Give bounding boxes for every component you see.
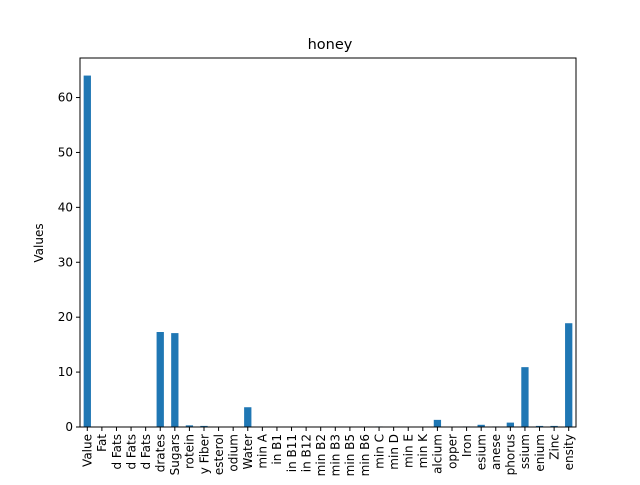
y-tick-label-1: 10 (58, 365, 73, 379)
bar-7 (185, 425, 194, 427)
bar-33 (565, 323, 573, 427)
x-tick-label-8: y Fiber (197, 434, 211, 474)
y-axis: 0 10 20 30 40 50 60 (58, 91, 80, 434)
y-tick-label-3: 30 (58, 255, 73, 269)
x-tick-label-22: min E (402, 434, 416, 468)
x-tick-label-2: d Fats (110, 434, 124, 470)
bar-30 (521, 367, 529, 427)
x-tick-label-6: Sugars (168, 434, 182, 475)
x-tick-label-27: esium (474, 434, 488, 470)
x-tick-label-4: d Fats (139, 434, 153, 470)
x-tick-label-10: odium (226, 434, 240, 472)
y-tick-label-2: 20 (58, 310, 73, 324)
bar-31 (535, 425, 544, 427)
x-tick-label-33: ensity (562, 434, 576, 470)
chart-title: honey (308, 37, 353, 53)
x-tick-label-11: Water (241, 434, 255, 470)
y-tick-label-4: 40 (58, 200, 73, 214)
x-tick-label-25: opper (445, 434, 459, 469)
x-tick-label-15: in B12 (299, 434, 313, 472)
bar-27 (477, 424, 485, 427)
x-tick-label-23: min K (416, 433, 430, 468)
x-tick-label-32: Zinc (547, 434, 561, 460)
x-tick-label-17: min B3 (329, 434, 343, 476)
y-tick-label-6: 60 (58, 91, 73, 105)
x-tick-label-16: min B2 (314, 434, 328, 476)
x-tick-label-18: min B5 (343, 434, 357, 476)
x-axis: Value Fat d Fats d Fats d Fats drates Sugars ro… (81, 427, 576, 476)
y-tick-label-5: 50 (58, 145, 73, 159)
x-tick-label-7: rotein (183, 434, 197, 469)
bar-24 (433, 419, 442, 427)
bar-8 (200, 425, 208, 427)
bar-6 (171, 333, 179, 427)
x-tick-label-12: min A (256, 433, 270, 468)
y-axis-label: Values (32, 223, 46, 262)
x-tick-label-14: in B11 (285, 434, 299, 472)
y-tick-label-0: 0 (65, 420, 73, 434)
bar-11 (244, 407, 252, 427)
x-tick-label-31: enium (533, 434, 547, 472)
bar-29 (506, 422, 514, 427)
x-tick-label-3: d Fats (124, 434, 138, 470)
bar-0 (83, 75, 91, 428)
x-tick-label-29: phorus (504, 434, 518, 475)
x-tick-label-1: Fat (95, 434, 109, 452)
x-tick-label-26: Iron (460, 434, 474, 457)
x-tick-label-13: in B1 (270, 434, 284, 465)
bar-5 (156, 332, 164, 427)
bars-group (83, 75, 573, 428)
x-tick-label-24: alcium (431, 434, 445, 474)
plot-frame (79, 57, 577, 428)
x-tick-label-5: drates (154, 434, 168, 472)
x-tick-label-21: min D (387, 434, 401, 470)
bar-32 (550, 425, 558, 427)
x-tick-label-20: min C (372, 434, 386, 469)
x-tick-label-0: Value (81, 434, 95, 467)
x-tick-label-28: anese (489, 434, 503, 470)
x-tick-label-30: ssium (518, 434, 532, 469)
x-tick-label-19: min B6 (358, 434, 372, 476)
x-tick-label-9: esterol (212, 434, 226, 475)
